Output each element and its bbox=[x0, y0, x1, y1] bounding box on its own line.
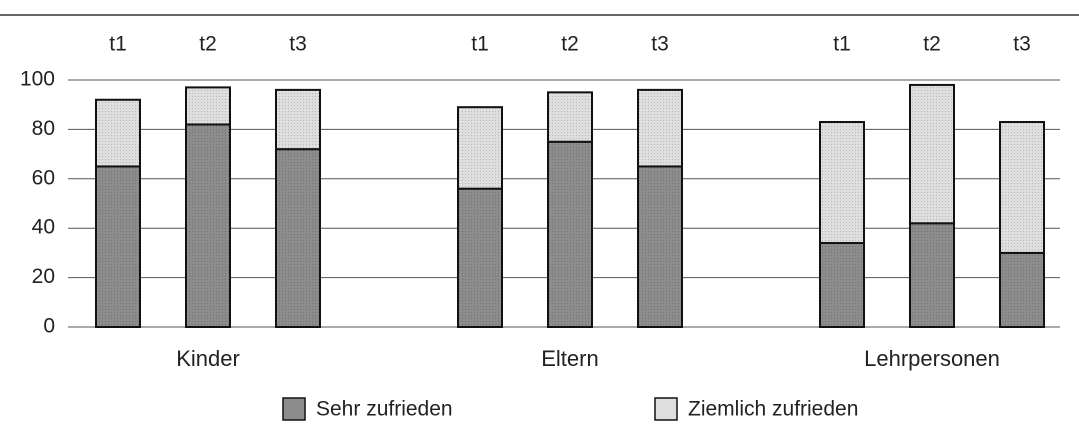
x-tick-label: t2 bbox=[923, 33, 941, 56]
x-tick-label: t3 bbox=[289, 33, 307, 56]
group-label: Kinder bbox=[176, 346, 240, 371]
x-tick-label: t1 bbox=[833, 33, 851, 56]
bar-texture bbox=[910, 223, 954, 327]
x-tick-label: t3 bbox=[1013, 33, 1031, 56]
x-tick-label: t3 bbox=[651, 33, 669, 56]
bar-texture bbox=[638, 166, 682, 327]
bar-texture bbox=[910, 84, 954, 224]
bar-texture bbox=[1000, 252, 1044, 327]
bar-texture bbox=[96, 166, 140, 327]
y-tick-label: 80 bbox=[32, 117, 55, 140]
legend-swatch bbox=[282, 397, 306, 421]
bar-texture bbox=[548, 141, 592, 327]
bar-texture bbox=[276, 89, 320, 150]
legend-swatch bbox=[654, 397, 678, 421]
bar-texture bbox=[96, 99, 140, 167]
bar-texture bbox=[1000, 121, 1044, 253]
y-tick-label: 0 bbox=[43, 315, 55, 338]
bar-texture bbox=[458, 107, 502, 189]
x-tick-label: t1 bbox=[471, 33, 489, 56]
bar-texture bbox=[458, 188, 502, 327]
group-label: Lehrpersonen bbox=[864, 346, 1000, 371]
group-label: Eltern bbox=[541, 346, 598, 371]
bar-texture bbox=[820, 121, 864, 244]
bar-texture bbox=[548, 92, 592, 142]
x-tick-label: t1 bbox=[109, 33, 127, 56]
legend-label: Sehr zufrieden bbox=[316, 398, 453, 421]
bar-texture bbox=[186, 124, 230, 328]
bar-texture bbox=[186, 87, 230, 125]
y-tick-label: 100 bbox=[20, 68, 55, 91]
y-tick-label: 60 bbox=[32, 166, 55, 189]
bar-texture bbox=[820, 243, 864, 327]
x-tick-label: t2 bbox=[561, 33, 579, 56]
x-tick-label: t2 bbox=[199, 33, 217, 56]
bar-texture bbox=[638, 89, 682, 167]
y-tick-label: 40 bbox=[32, 216, 55, 239]
bar-texture bbox=[276, 149, 320, 327]
legend-label: Ziemlich zufrieden bbox=[688, 398, 858, 421]
y-tick-label: 20 bbox=[32, 265, 55, 288]
